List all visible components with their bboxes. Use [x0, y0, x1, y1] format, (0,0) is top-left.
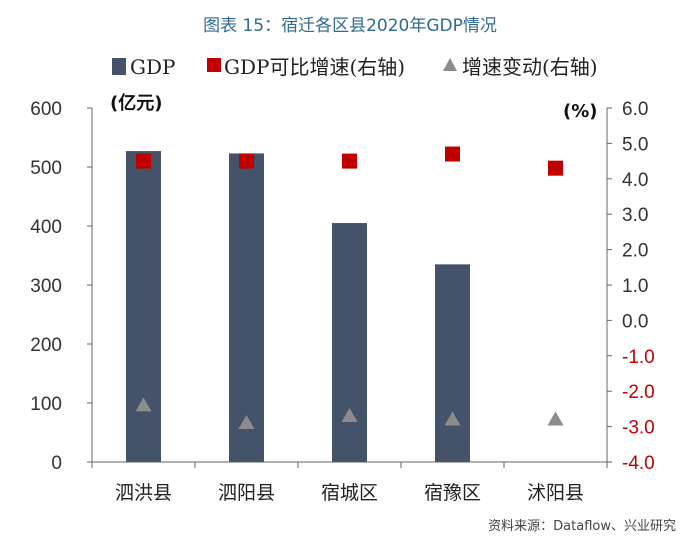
- growth-rate-point: [445, 146, 460, 162]
- x-category-label: 泗洪县: [115, 482, 172, 504]
- growth-change-point: [238, 415, 255, 430]
- x-category-label: 泗阳县: [218, 482, 275, 504]
- legend-growth-swatch: [207, 58, 221, 72]
- y-right-tick-label: 1.0: [622, 276, 648, 297]
- growth-change-point: [547, 411, 564, 426]
- y-left-tick-label: 600: [30, 99, 62, 120]
- y-right-tick-label: 4.0: [622, 170, 648, 191]
- y-left-tick-label: 500: [30, 158, 62, 179]
- bars: [126, 151, 470, 462]
- y-left-tick-label: 200: [30, 335, 62, 356]
- y-left-tick-label: 300: [30, 276, 62, 297]
- y-left-tick-label: 100: [30, 394, 62, 415]
- y-right-tick-label: -3.0: [622, 418, 655, 439]
- y-right-ticks: -4.0 -3.0 -2.0 -1.0 0.0 1.0 2.0 3.0 4.0 5.0 6.0: [607, 99, 655, 474]
- gdp-bar: [332, 223, 367, 462]
- y-left-unit: (亿元): [110, 92, 162, 114]
- legend-change-swatch: [443, 58, 457, 71]
- y-left-ticks: 0 100 200 300 400 500 600: [30, 99, 92, 474]
- legend-change-label: 增速变动(右轴): [462, 55, 598, 79]
- growth-change-point: [341, 407, 358, 422]
- y-right-tick-label: 0.0: [622, 311, 648, 332]
- legend-gdp-swatch: [112, 58, 126, 75]
- y-right-unit: (%): [563, 101, 598, 122]
- x-category-label: 沭阳县: [527, 482, 584, 504]
- source-note: 资料来源：Dataflow、兴业研究: [488, 519, 676, 534]
- y-right-tick-label: -4.0: [622, 453, 655, 474]
- legend-gdp-label: GDP: [130, 55, 175, 79]
- y-left-tick-label: 0: [51, 453, 62, 474]
- y-right-tick-label: 3.0: [622, 205, 648, 226]
- gdp-bar: [229, 153, 264, 462]
- markers: [135, 146, 564, 430]
- x-category-label: 宿城区: [321, 482, 378, 504]
- legend: GDP GDP可比增速(右轴) 增速变动(右轴): [112, 55, 598, 79]
- gdp-bar: [435, 264, 470, 462]
- growth-rate-point: [342, 153, 357, 169]
- chart-title: 图表 15：宿迁各区县2020年GDP情况: [203, 16, 497, 36]
- growth-rate-point: [136, 153, 151, 169]
- y-right-tick-label: 5.0: [622, 134, 648, 155]
- y-right-tick-label: 6.0: [622, 99, 648, 120]
- growth-rate-point: [548, 160, 563, 176]
- x-category-label: 宿豫区: [424, 482, 481, 504]
- y-right-tick-label: 2.0: [622, 241, 648, 262]
- growth-change-point: [444, 411, 461, 426]
- growth-change-point: [135, 397, 152, 412]
- y-left-tick-label: 400: [30, 217, 62, 238]
- gdp-bar: [126, 151, 161, 462]
- legend-growth-label: GDP可比增速(右轴): [224, 55, 405, 79]
- growth-rate-point: [239, 153, 254, 169]
- x-categories: 泗洪县 泗阳县 宿城区 宿豫区 沭阳县: [115, 482, 584, 504]
- y-right-tick-label: -1.0: [622, 347, 655, 368]
- y-right-tick-label: -2.0: [622, 382, 655, 403]
